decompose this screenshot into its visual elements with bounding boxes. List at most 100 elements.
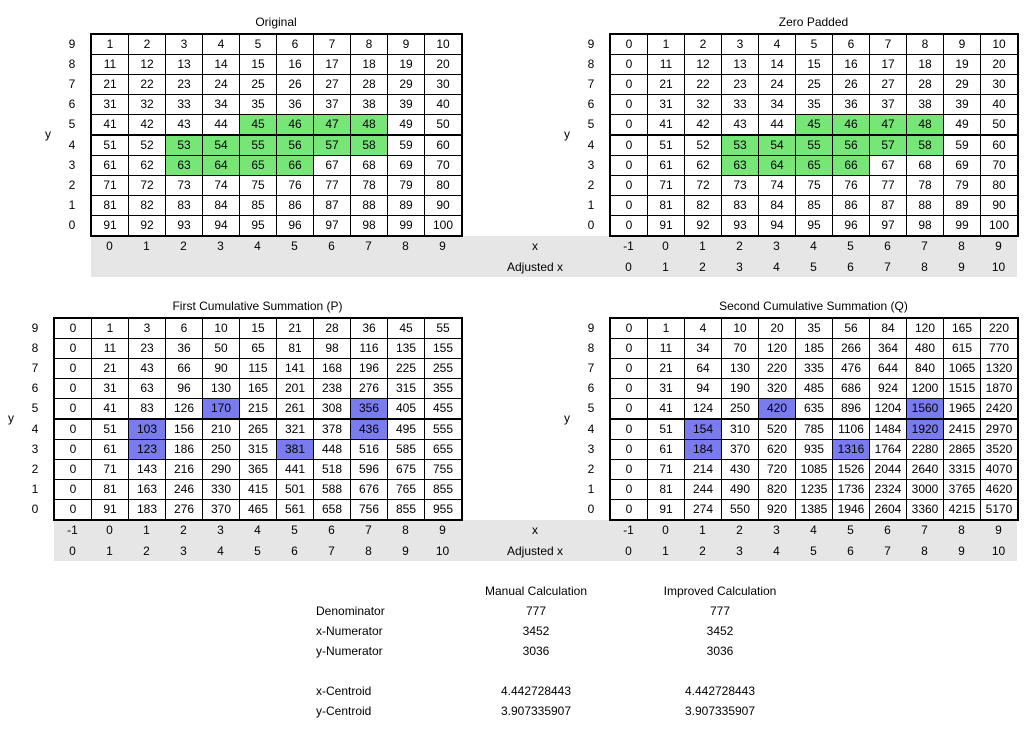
cell: 1235 [795,478,833,500]
cell: 1526 [832,458,870,480]
adjusted-x-tick-label: 0 [625,260,632,274]
adjusted-x-tick-label: 2 [143,544,150,558]
cell: 1920 [906,418,944,440]
cell: 126 [165,398,203,420]
adjusted-x-tick-label: 3 [736,544,743,558]
row-label: 5 [587,401,595,416]
cell: 79 [387,174,425,196]
cell: 54 [202,134,240,156]
cell: 70 [424,154,462,176]
calc-value: 4.442728443 [500,684,572,698]
x-tick-label: 8 [958,239,965,253]
cell: 94 [758,214,796,236]
cell: 250 [202,438,240,460]
x-tick-label: 7 [365,239,372,253]
cell: 1 [647,318,685,340]
adjusted-x-tick-label: 10 [991,544,1006,558]
grid-title: First Cumulative Summation (P) [172,299,343,313]
cell: 100 [980,214,1018,236]
cell: 28 [350,74,388,96]
cell: 79 [943,174,981,196]
cell: 66 [165,358,203,380]
cell: 1515 [943,378,981,400]
cell: 67 [313,154,351,176]
cell: 436 [350,418,388,440]
cell: 415 [239,478,277,500]
cell: 44 [202,114,240,136]
cell: 11 [647,338,685,360]
cell: 80 [424,174,462,196]
x-tick-label: 5 [291,239,298,253]
cell: 55 [424,318,462,340]
cell: 45 [795,114,833,136]
cell: 320 [758,378,796,400]
cell: 87 [869,194,907,216]
row-label: 7 [68,77,76,92]
cell: 321 [276,418,314,440]
cell: 310 [721,418,759,440]
cell: 196 [350,358,388,380]
cell: 0 [610,418,648,440]
cell: 0 [54,318,92,340]
cell: 22 [128,74,166,96]
row-label: 8 [587,57,595,72]
cell: 34 [684,338,722,360]
cell: 90 [424,194,462,216]
x-tick-label: 9 [995,523,1002,537]
cell: 216 [165,458,203,480]
row-label: 2 [68,177,76,192]
x-tick-label: 2 [736,523,743,537]
y-axis-label: y [8,411,14,425]
calc-value: 3452 [522,624,550,638]
x-tick-label: 5 [847,523,854,537]
cell: 9 [387,34,425,56]
cell: 81 [647,194,685,216]
cell: 89 [387,194,425,216]
x-tick-label: 8 [958,523,965,537]
grid-title: Second Cumulative Summation (Q) [719,299,908,313]
cell: 31 [647,378,685,400]
cell: 23 [128,338,166,360]
cell: 378 [313,418,351,440]
x-tick-label: 8 [402,239,409,253]
cell: 0 [610,94,648,116]
cell: 98 [906,214,944,236]
cell: 3765 [943,478,981,500]
adjusted-x-label: Adjusted x [506,260,564,274]
cell: 4 [684,318,722,340]
cell: 99 [943,214,981,236]
cell: 6 [165,318,203,340]
adjusted-x-tick-label: 5 [810,544,817,558]
cell: 63 [165,154,203,176]
cell: 96 [832,214,870,236]
x-tick-label: -1 [67,523,78,537]
cell: 276 [350,378,388,400]
cell: 55 [795,134,833,156]
adjusted-x-tick-label: 0 [69,544,76,558]
cell: 143 [128,458,166,480]
cell: 11 [91,338,129,360]
cell: 935 [795,438,833,460]
cell: 66 [832,154,870,176]
cell: 89 [943,194,981,216]
row-label: 4 [68,137,76,152]
cell: 71 [91,174,129,196]
cell: 83 [721,194,759,216]
x-tick-label: 1 [699,523,706,537]
cell: 11 [91,54,129,76]
row-label: 3 [68,157,76,172]
cell: 655 [424,438,462,460]
row-label: 1 [31,481,39,496]
row-label: 9 [31,321,39,335]
cell: 23 [721,74,759,96]
adjusted-x-tick-label: 9 [958,544,965,558]
cell: 0 [54,378,92,400]
cell: 61 [91,154,129,176]
x-tick-label: 1 [143,523,150,537]
cell: 73 [721,174,759,196]
adjusted-x-tick-label: 3 [736,260,743,274]
cell: 69 [387,154,425,176]
cell: 41 [91,114,129,136]
cell: 84 [869,318,907,340]
cell: 170 [202,398,240,420]
